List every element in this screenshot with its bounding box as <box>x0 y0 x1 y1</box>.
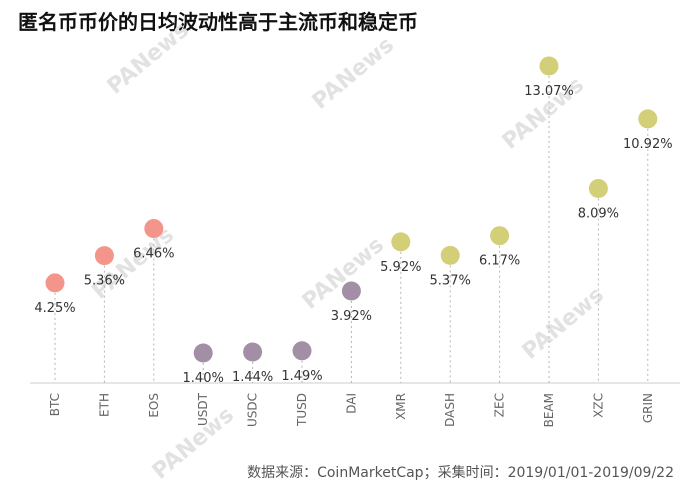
data-point <box>490 226 510 246</box>
data-point <box>440 245 460 265</box>
chart-title: 匿名币币价的日均波动性高于主流币和稳定币 <box>18 10 418 34</box>
data-label: 5.37% <box>430 273 471 288</box>
data-point <box>144 219 164 239</box>
data-label: 8.09% <box>578 206 619 221</box>
data-point <box>638 109 658 129</box>
x-tick-label: XZC <box>591 393 605 418</box>
data-point <box>391 232 411 252</box>
data-label: 6.17% <box>479 254 520 269</box>
data-label: 3.92% <box>331 309 372 324</box>
data-point <box>243 342 263 362</box>
watermark-text: PANews <box>298 233 389 315</box>
data-label: 13.07% <box>524 84 574 99</box>
x-tick-label: ETH <box>97 393 111 417</box>
x-tick-label: BEAM <box>542 393 556 427</box>
data-label: 5.36% <box>84 274 125 289</box>
data-label: 4.25% <box>34 301 75 316</box>
data-label: 1.40% <box>183 371 224 386</box>
data-point <box>94 246 114 266</box>
watermark-text: PANews <box>518 283 609 365</box>
x-tick-label: DAI <box>344 393 358 414</box>
data-label: 1.49% <box>281 369 322 384</box>
data-label: 1.44% <box>232 370 273 385</box>
x-tick-label: GRIN <box>641 393 655 423</box>
x-tick-label: EOS <box>147 393 161 418</box>
data-point <box>539 56 559 76</box>
data-point <box>588 178 608 198</box>
data-label: 10.92% <box>623 137 673 152</box>
chart-source: 数据来源：CoinMarketCap；采集时间：2019/01/01-2019/… <box>247 465 674 481</box>
data-label: 5.92% <box>380 260 421 275</box>
x-tick-label: DASH <box>443 393 457 427</box>
x-tick-label: XMR <box>394 393 408 420</box>
x-tick-label: BTC <box>48 393 62 416</box>
data-label: 6.46% <box>133 247 174 262</box>
watermark-text: PANews <box>308 33 399 115</box>
x-tick-label: USDT <box>196 392 210 426</box>
x-tick-label: TUSD <box>295 393 309 427</box>
data-point <box>292 341 312 361</box>
watermark-text: PANews <box>103 18 194 100</box>
watermark-text: PANews <box>148 403 239 485</box>
data-point <box>193 343 213 363</box>
x-tick-label: USDC <box>246 393 260 427</box>
data-point <box>45 273 65 293</box>
data-point <box>341 281 361 301</box>
x-tick-label: ZEC <box>493 393 507 417</box>
